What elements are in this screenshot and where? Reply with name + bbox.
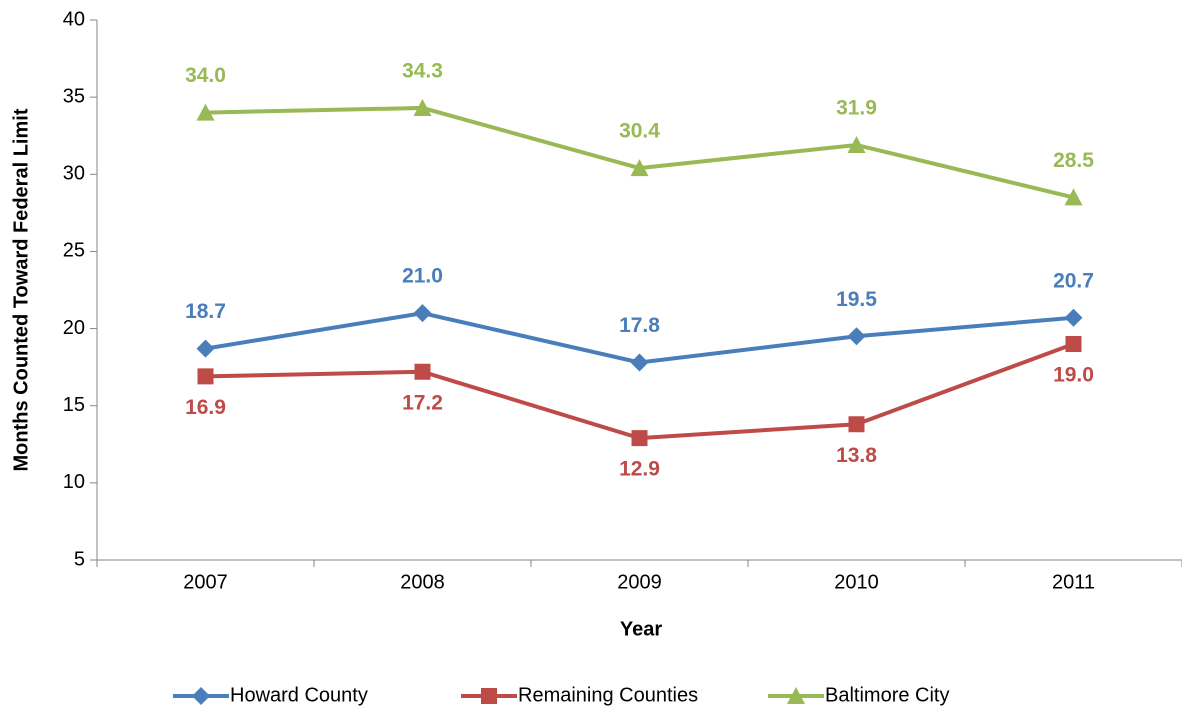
legend-label: Remaining Counties [518,684,698,706]
data-label: 19.5 [836,288,877,311]
legend-marker [787,687,805,704]
x-axis-title: Year [620,618,662,640]
data-label: 21.0 [402,265,443,288]
data-label: 19.0 [1053,364,1094,387]
data-label: 16.9 [185,396,226,419]
data-label: 13.8 [836,444,877,467]
data-point [630,353,649,372]
data-label: 34.0 [185,64,226,87]
data-point [630,159,649,177]
data-label: 34.3 [402,59,443,82]
data-label: 17.8 [619,314,660,337]
data-point [1064,188,1083,206]
data-label: 12.9 [619,458,660,481]
y-tick-label: 40 [63,8,85,30]
data-point [848,416,865,433]
data-point [413,304,432,323]
y-axis-title: Months Counted Toward Federal Limit [10,108,32,471]
data-point [1064,308,1083,327]
x-tick-label: 2011 [1052,571,1095,593]
data-point [631,430,648,447]
y-tick-label: 30 [63,163,85,185]
y-tick-label: 15 [63,394,85,416]
y-tick-label: 5 [74,548,85,570]
x-tick-label: 2009 [617,571,662,593]
x-tick-label: 2007 [183,571,228,593]
legend-label: Howard County [230,684,368,706]
data-point [413,98,432,116]
data-label: 30.4 [619,120,660,143]
data-point [414,363,431,380]
x-tick-label: 2010 [834,571,879,593]
x-tick-label: 2008 [400,571,445,593]
legend-label: Baltimore City [825,684,949,706]
legend-marker [481,688,497,704]
y-tick-label: 10 [63,471,85,493]
data-point [197,368,214,385]
y-tick-label: 35 [63,85,85,107]
data-point [847,327,866,346]
legend-marker [192,687,210,705]
data-point [196,339,215,358]
y-tick-label: 20 [63,317,85,339]
data-label: 17.2 [402,391,443,414]
data-label: 28.5 [1053,149,1094,172]
data-point [1065,336,1082,352]
data-label: 18.7 [185,300,226,323]
y-tick-label: 25 [63,240,85,262]
data-point [847,135,866,153]
data-point [196,103,215,121]
data-label: 31.9 [836,97,877,120]
data-label: 20.7 [1053,269,1094,292]
